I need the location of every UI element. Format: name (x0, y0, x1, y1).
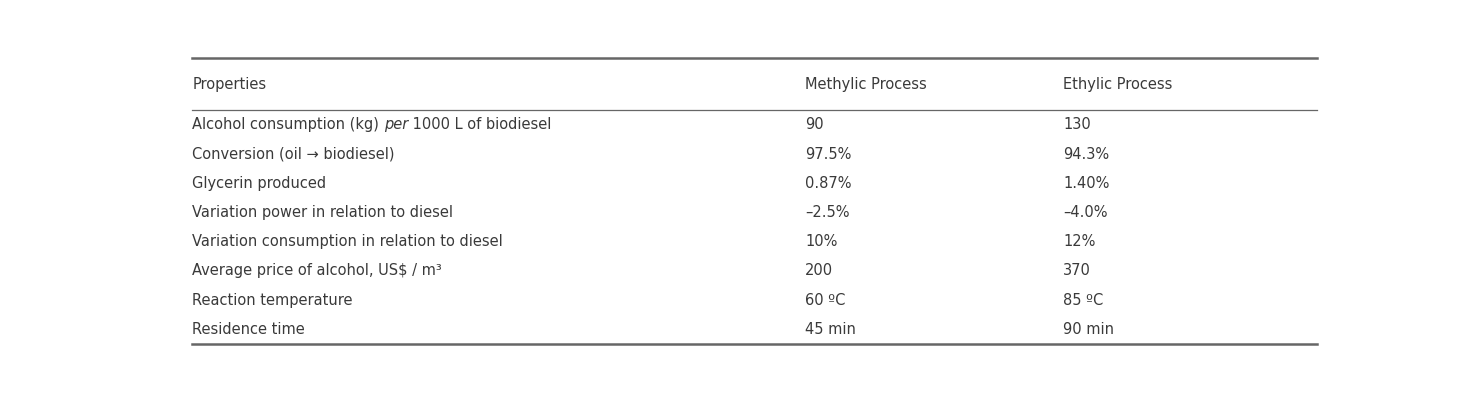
Text: 94.3%: 94.3% (1064, 147, 1109, 162)
Text: 130: 130 (1064, 117, 1091, 132)
Text: 90: 90 (806, 117, 823, 132)
Text: 45 min: 45 min (806, 322, 856, 337)
Text: Conversion (oil → biodiesel): Conversion (oil → biodiesel) (192, 147, 394, 162)
Text: 85 ºC: 85 ºC (1064, 293, 1103, 308)
Text: Glycerin produced: Glycerin produced (192, 176, 327, 191)
Text: 1000 L of biodiesel: 1000 L of biodiesel (407, 117, 551, 132)
Text: 200: 200 (806, 264, 834, 279)
Text: Variation consumption in relation to diesel: Variation consumption in relation to die… (192, 234, 502, 249)
Text: per: per (384, 117, 407, 132)
Text: –4.0%: –4.0% (1064, 205, 1108, 220)
Text: Properties: Properties (192, 77, 267, 92)
Text: Variation power in relation to diesel: Variation power in relation to diesel (192, 205, 453, 220)
Text: 370: 370 (1064, 264, 1091, 279)
Text: 0.87%: 0.87% (806, 176, 851, 191)
Text: Methylic Process: Methylic Process (806, 77, 927, 92)
Text: 12%: 12% (1064, 234, 1096, 249)
Text: Alcohol consumption (kg): Alcohol consumption (kg) (192, 117, 384, 132)
Text: 60 ºC: 60 ºC (806, 293, 845, 308)
Text: Average price of alcohol, US$ / m³: Average price of alcohol, US$ / m³ (192, 264, 442, 279)
Text: 1.40%: 1.40% (1064, 176, 1109, 191)
Text: –2.5%: –2.5% (806, 205, 850, 220)
Text: 97.5%: 97.5% (806, 147, 851, 162)
Text: Reaction temperature: Reaction temperature (192, 293, 353, 308)
Text: 90 min: 90 min (1064, 322, 1113, 337)
Text: Residence time: Residence time (192, 322, 305, 337)
Text: Ethylic Process: Ethylic Process (1064, 77, 1172, 92)
Text: 10%: 10% (806, 234, 838, 249)
